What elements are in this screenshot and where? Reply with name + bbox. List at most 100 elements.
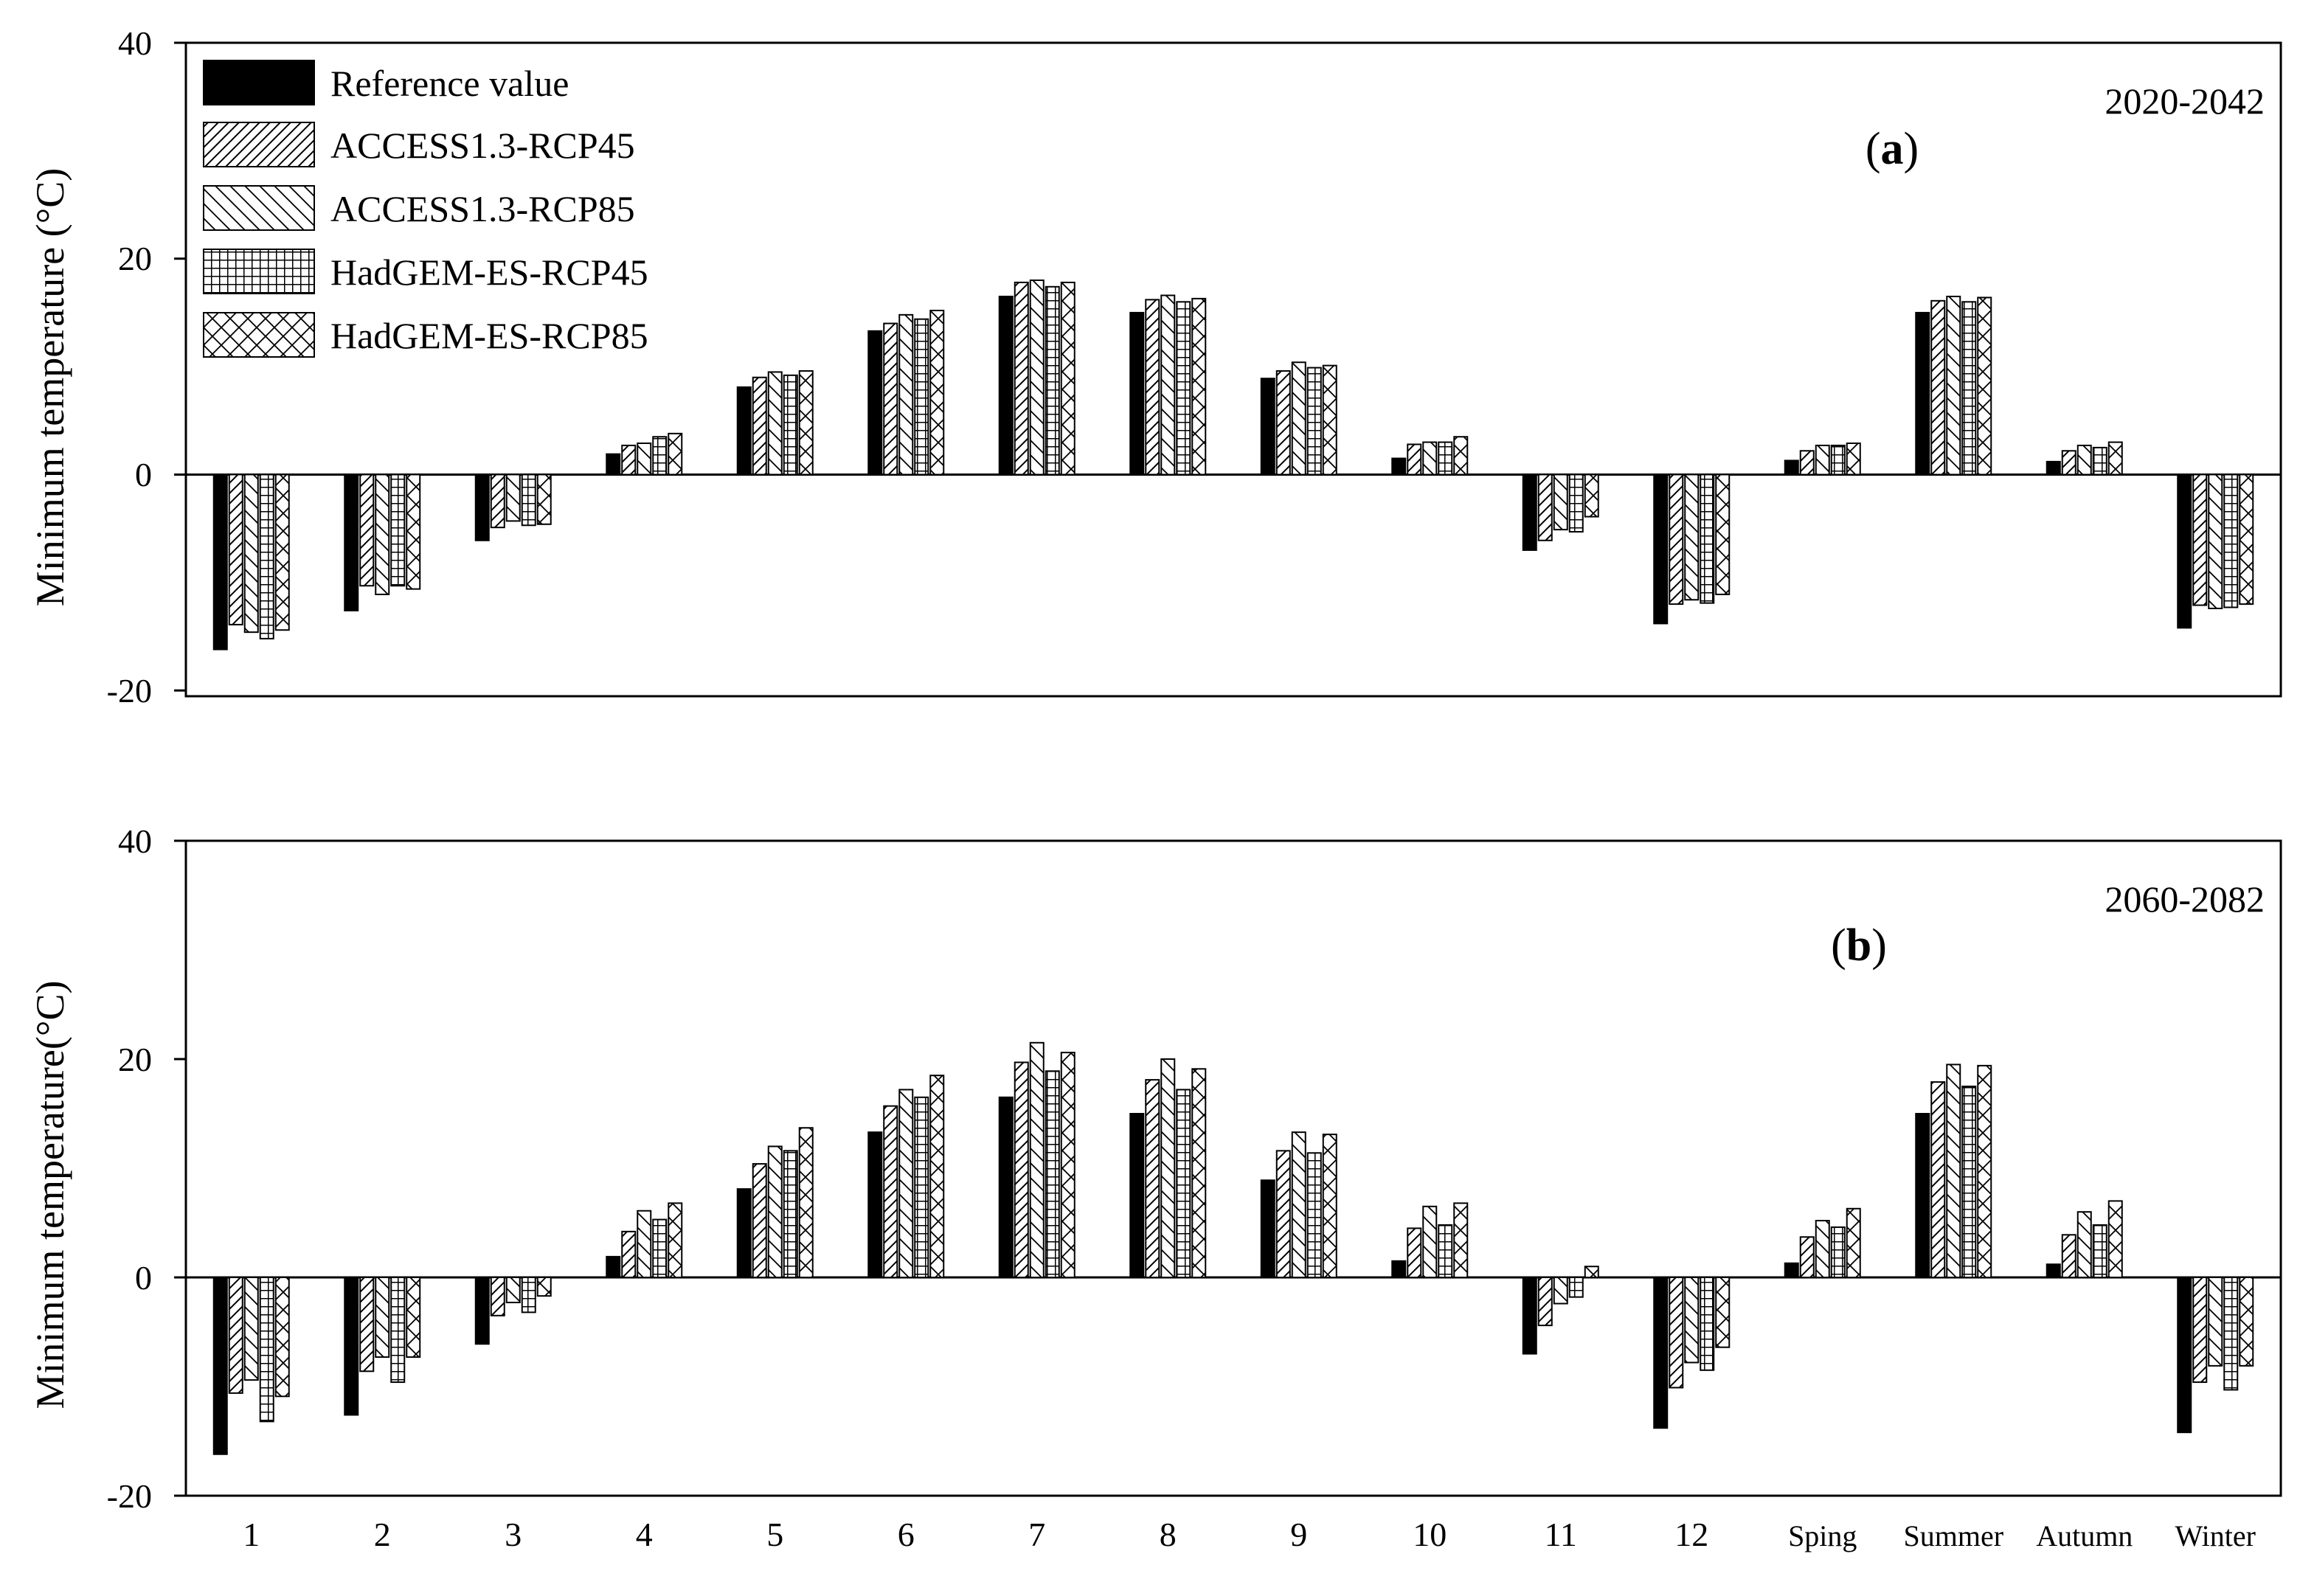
bar-reference [998,1096,1014,1279]
bar-reference [1522,473,1537,551]
legend-swatch-hadgem-rcp85 [203,312,315,358]
bar-reference [1391,457,1407,476]
bar-reference [212,1277,228,1455]
x-tick-label: Sping [1788,1519,1857,1552]
bar-reference [606,1255,621,1279]
bar-hadgem-rcp85 [1715,1277,1731,1348]
plot-frame-a [184,41,2282,698]
bar-hadgem-rcp85 [668,432,683,476]
bar-access-rcp45 [228,473,243,625]
y-tick-label-b: 40 [118,822,152,860]
bar-reference [1784,1262,1799,1279]
panel-label-b: (b) [1831,920,1887,971]
bar-hadgem-rcp45 [521,1277,536,1314]
y-axis-title-b: Minimum temperature(°C) [28,981,72,1409]
bar-hadgem-rcp85 [1453,436,1469,476]
bar-hadgem-rcp45 [2223,473,2239,608]
bar-hadgem-rcp85 [1060,281,1075,476]
bar-access-rcp85 [243,473,259,634]
bar-hadgem-rcp85 [1322,1134,1337,1278]
bar-access-rcp45 [1930,299,1946,476]
bar-access-rcp85 [1291,1131,1306,1279]
bar-access-rcp85 [898,313,914,476]
bar-hadgem-rcp85 [536,1277,552,1297]
bar-hadgem-rcp85 [1322,364,1337,476]
bar-hadgem-rcp45 [1961,301,1977,476]
bar-hadgem-rcp45 [1306,367,1322,476]
bar-access-rcp45 [490,473,505,529]
x-tick-label: 8 [1160,1516,1177,1553]
bar-hadgem-rcp85 [1453,1202,1469,1278]
bar-hadgem-rcp45 [1568,1277,1584,1298]
x-tick-label: 3 [505,1516,522,1553]
bar-hadgem-rcp85 [274,473,290,631]
bar-hadgem-rcp45 [1306,1152,1322,1279]
bar-hadgem-rcp45 [259,1277,274,1423]
legend: Reference value ACCESS1.3-RCP45 ACCESS1.… [203,60,648,358]
bar-hadgem-rcp45 [652,1218,668,1279]
bar-access-rcp45 [2192,473,2208,606]
bar-access-rcp45 [1145,299,1160,476]
bar-access-rcp45 [359,473,375,587]
panel-label-a: (a) [1866,124,1919,174]
bar-access-rcp45 [1407,1227,1422,1279]
bar-hadgem-rcp85 [1715,473,1731,595]
bar-access-rcp45 [621,1230,637,1278]
bar-access-rcp85 [898,1089,914,1278]
bar-hadgem-rcp85 [2239,1277,2254,1367]
bar-hadgem-rcp85 [1191,297,1207,476]
legend-label-hadgem-rcp85: HadGEM-ES-RCP85 [330,315,648,356]
bar-hadgem-rcp85 [274,1277,290,1398]
bar-hadgem-rcp45 [783,1150,798,1278]
bar-access-rcp45 [752,376,767,476]
y-tick-label-a: 20 [118,240,152,277]
legend-swatch-access-rcp85 [203,185,315,231]
bar-access-rcp85 [767,371,783,476]
bar-hadgem-rcp45 [1700,473,1715,604]
period-label-b: 2060-2082 [2105,878,2265,920]
legend-swatch-hadgem-rcp45 [203,249,315,294]
bar-reference [1784,459,1799,476]
plot-frame-b [184,839,2282,1497]
bar-group-a [212,280,2254,650]
x-tick-labels: 1 2 3 4 5 6 7 8 9 10 11 12 Sping Summer Autumn Winter [243,1516,2256,1553]
bar-reference [1129,311,1145,476]
bar-access-rcp85 [767,1145,783,1279]
bar-hadgem-rcp45 [1830,1226,1846,1279]
bar-hadgem-rcp45 [652,436,668,476]
bar-access-rcp85 [1553,1277,1568,1305]
bar-hadgem-rcp45 [2092,1224,2107,1278]
bar-hadgem-rcp85 [1846,1207,1861,1279]
bar-reference [1391,1260,1407,1279]
legend-label-hadgem-rcp45: HadGEM-ES-RCP45 [330,251,648,293]
bar-access-rcp45 [883,322,898,476]
bar-access-rcp85 [1684,473,1700,601]
bar-access-rcp45 [2192,1277,2208,1384]
bar-hadgem-rcp45 [1176,1089,1191,1278]
bar-hadgem-rcp45 [914,1096,929,1279]
bar-hadgem-rcp45 [1438,1224,1453,1278]
bar-access-rcp85 [1160,294,1176,476]
bar-hadgem-rcp85 [1977,1064,1992,1278]
x-tick-label: Autumn [2036,1519,2133,1552]
bar-hadgem-rcp85 [2107,441,2123,476]
bar-hadgem-rcp45 [1045,285,1060,476]
bar-hadgem-rcp85 [1977,296,1992,476]
bar-access-rcp45 [621,444,637,476]
bar-hadgem-rcp45 [783,374,798,476]
bar-reference [212,473,228,650]
bar-access-rcp85 [637,443,652,476]
bar-hadgem-rcp45 [390,473,406,587]
bar-hadgem-rcp85 [406,1277,421,1359]
bar-access-rcp45 [1669,1277,1684,1389]
bar-access-rcp85 [1029,280,1045,476]
bar-hadgem-rcp45 [1700,1277,1715,1371]
bar-access-rcp85 [1160,1058,1176,1278]
bar-access-rcp85 [505,473,521,522]
bar-hadgem-rcp85 [1060,1052,1075,1278]
bar-access-rcp45 [1275,1150,1291,1278]
x-tick-label: 6 [898,1516,915,1553]
bar-access-rcp85 [1291,361,1306,476]
x-tick-label: Summer [1903,1519,2003,1552]
